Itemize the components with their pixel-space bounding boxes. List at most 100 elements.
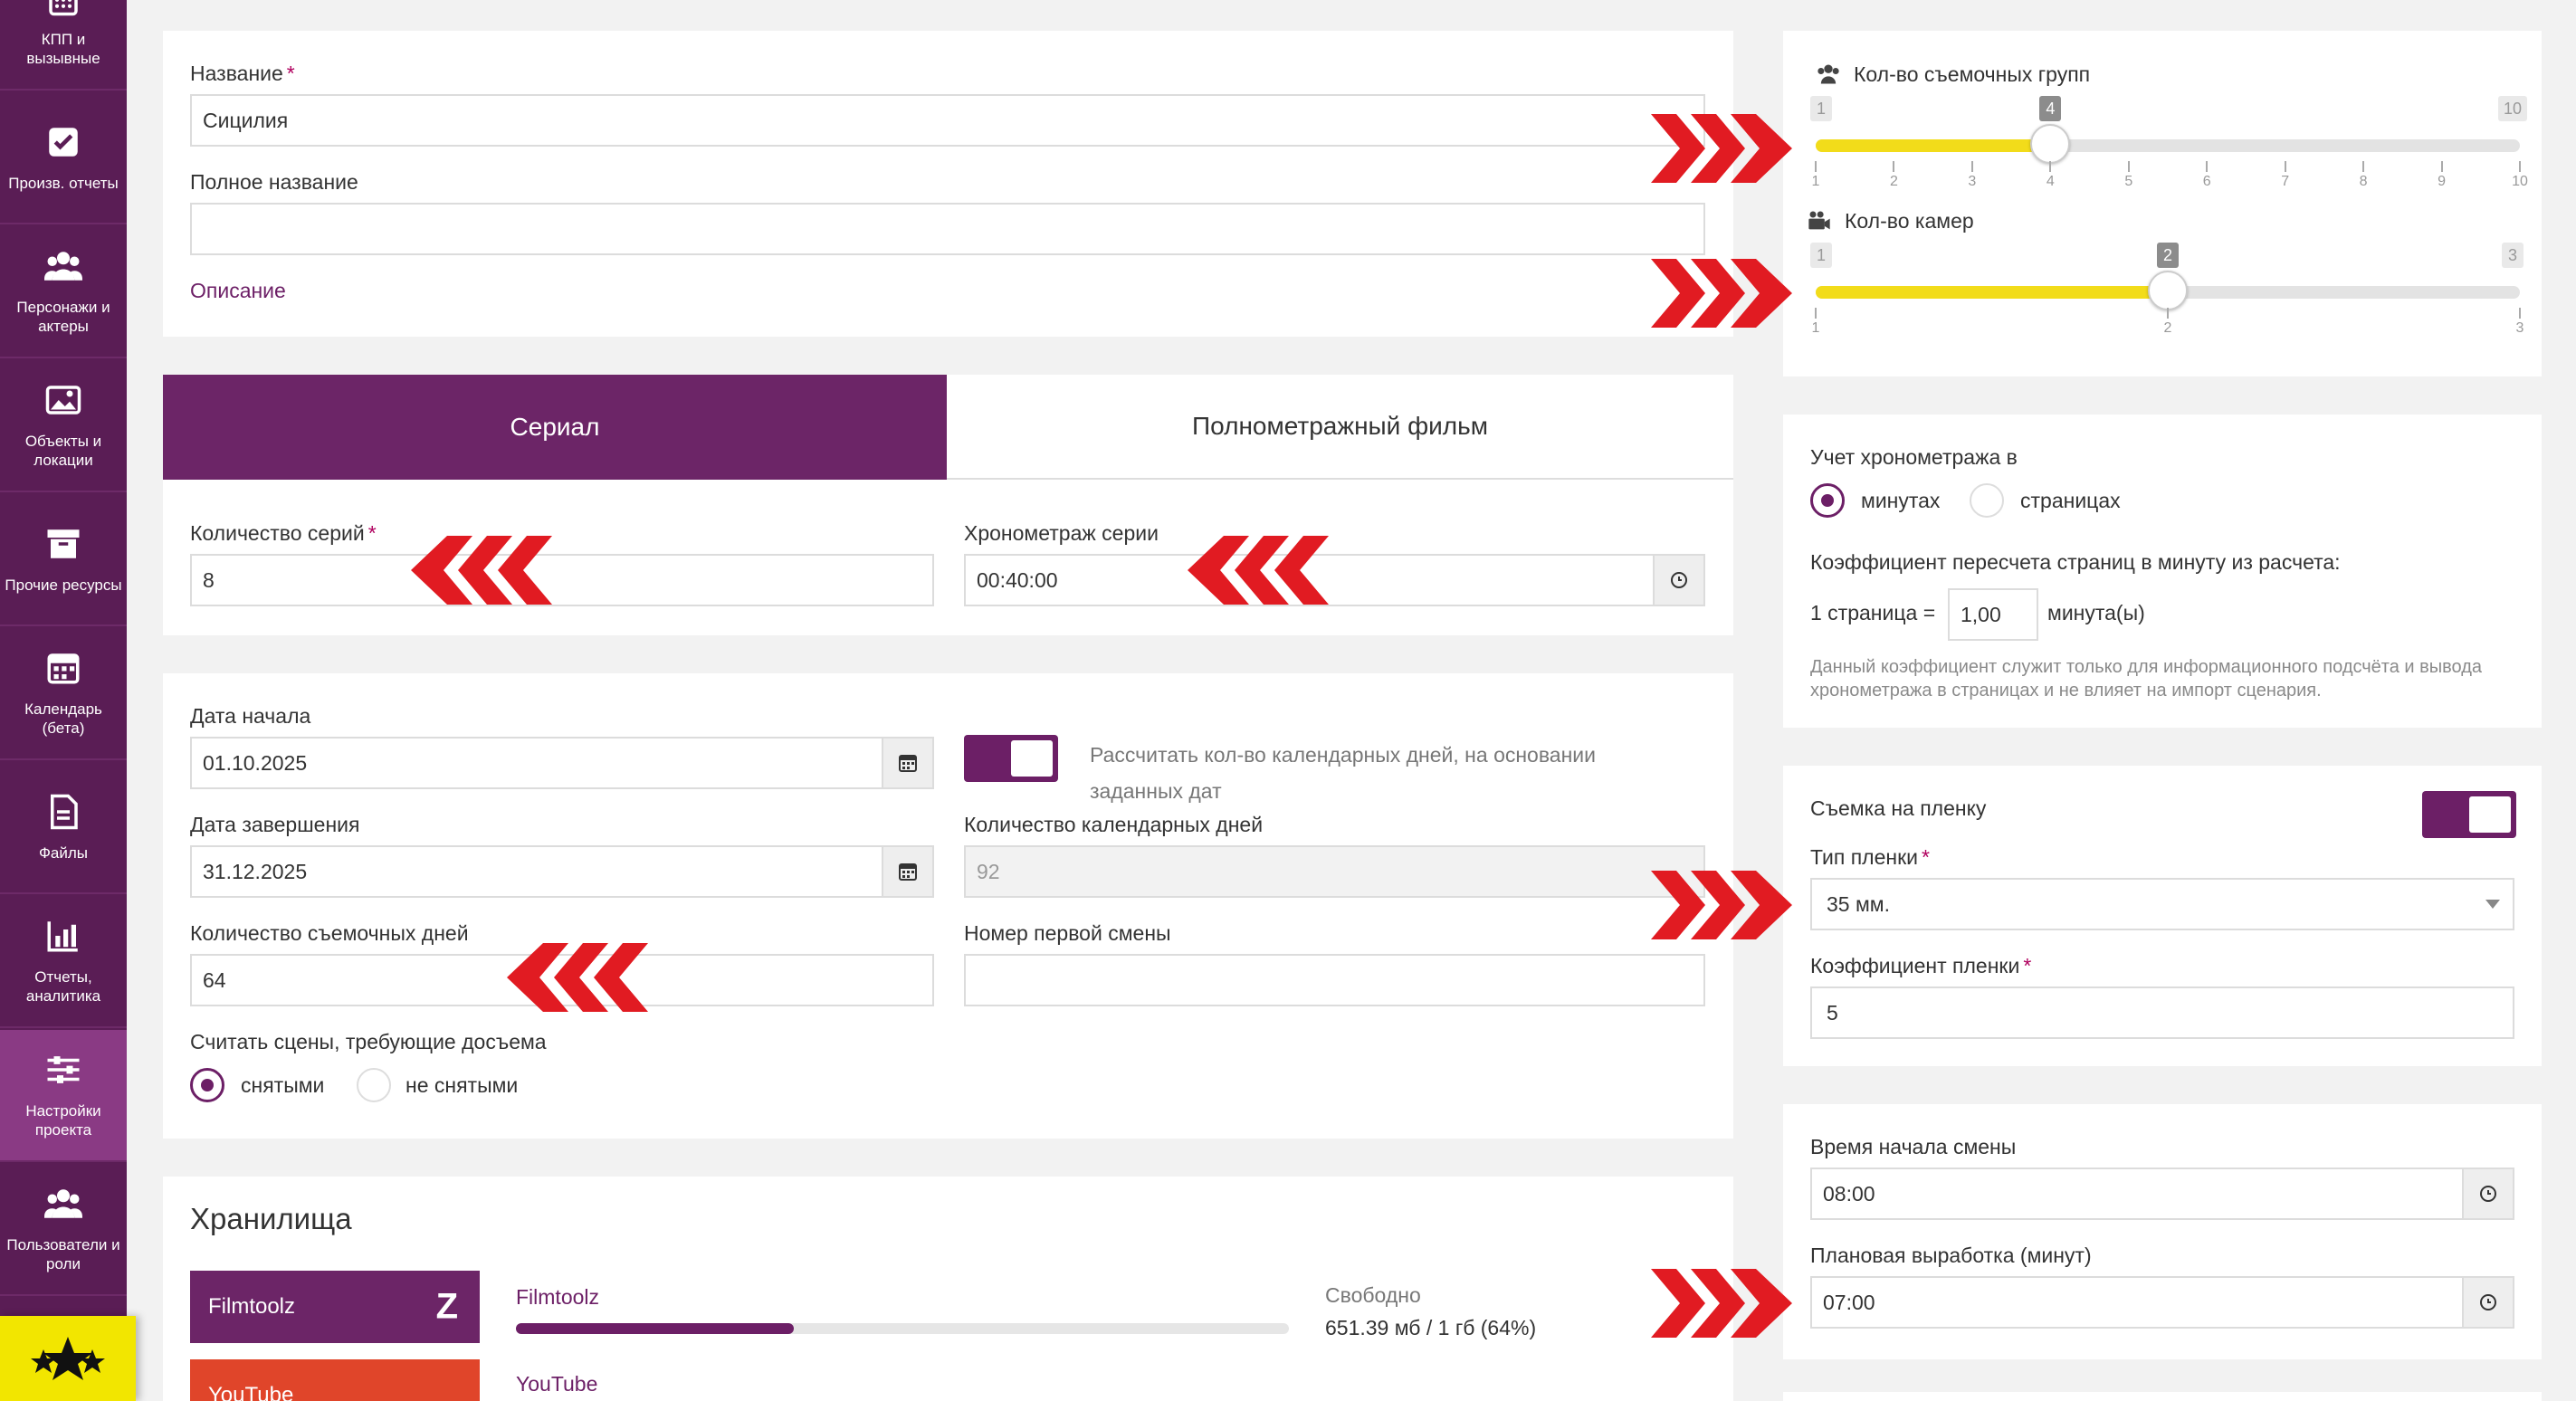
timing-minutes-radio[interactable]	[1810, 483, 1845, 518]
sidebar-item-project-settings[interactable]: Настройки проекта	[0, 1030, 127, 1162]
sidebar-item-calendar[interactable]: Календарь (бета)	[0, 628, 127, 760]
tab-serial[interactable]: Сериал	[163, 375, 947, 480]
calc-days-toggle[interactable]	[964, 735, 1058, 782]
calendar-addon[interactable]	[882, 847, 932, 896]
sidebar-item-resources[interactable]: Прочие ресурсы	[0, 494, 127, 626]
calendar-icon	[899, 863, 917, 881]
sidebar-item-reports[interactable]: Произв. отчеты	[0, 92, 127, 224]
sidebar-item-label: Отчеты, аналитика	[25, 968, 101, 1005]
start-date-input[interactable]: 01.10.2025	[190, 737, 934, 789]
slider-fill	[1816, 139, 2051, 152]
filmtoolz-usage-bar	[516, 1323, 1289, 1334]
slider-tick-label: 1	[1811, 174, 1820, 189]
slider-track[interactable]	[1816, 271, 2520, 310]
image-icon	[45, 386, 81, 415]
slider-value-badge: 2	[2157, 243, 2179, 268]
app-logo[interactable]	[0, 1316, 136, 1401]
cameras-slider[interactable]: 1 3 2 1 2 3	[1810, 243, 2524, 342]
tab-feature-film[interactable]: Полнометражный фильм	[947, 375, 1733, 480]
slider-tick-label: 1	[1811, 320, 1820, 336]
slider-tick	[2127, 161, 2130, 172]
film-toggle[interactable]	[2422, 791, 2516, 838]
timing-panel: Учет хронометража в минутах страницах Ко…	[1783, 415, 2542, 728]
file-icon	[51, 794, 78, 829]
toggle-knob	[1011, 740, 1053, 777]
crews-cameras-panel: Кол-во съемочных групп 1 10 4 1 2 3 4 5 6 7 8 9 10 К…	[1783, 31, 2542, 376]
stars-logo-icon	[31, 1337, 105, 1380]
full-name-input[interactable]	[190, 203, 1705, 255]
slider-track[interactable]	[1816, 124, 2520, 164]
page-coef-input[interactable]: 1,00	[1948, 588, 2038, 641]
first-shift-label: Номер первой смены	[964, 921, 1171, 945]
video-camera-icon	[1808, 211, 1830, 230]
crews-slider[interactable]: 1 10 4 1 2 3 4 5 6 7 8 9 10	[1810, 96, 2528, 195]
sidebar-item-label: Настройки проекта	[25, 1102, 101, 1139]
bar-chart-icon	[47, 921, 78, 952]
slider-tick	[2362, 161, 2365, 172]
slider-max-badge: 10	[2497, 96, 2528, 121]
reshoot-not-shot-label: не снятыми	[405, 1073, 519, 1097]
filmtoolz-button[interactable]: Filmtoolz Z	[190, 1271, 480, 1343]
free-space-value: 651.39 мб / 1 гб (64%)	[1325, 1316, 1537, 1339]
slider-tick	[2440, 161, 2443, 172]
checkbox-icon	[49, 127, 78, 157]
toggle-knob	[2469, 796, 2511, 833]
timing-title: Учет хронометража в	[1810, 445, 2018, 469]
dates-panel: Дата начала 01.10.2025 Дата завершения 3…	[163, 673, 1733, 1139]
sidebar-item-users[interactable]: Пользователи и роли	[0, 1164, 127, 1296]
sidebar-item-characters[interactable]: Персонажи и актеры	[0, 226, 127, 358]
sidebar-item-kpp[interactable]: КПП и вызывные	[0, 0, 127, 91]
users-icon	[44, 252, 82, 281]
slider-tick-label: 9	[2438, 174, 2446, 189]
filmtoolz-logo-icon: Z	[435, 1286, 458, 1327]
description-link[interactable]: Описание	[190, 279, 286, 302]
slider-handle[interactable]	[2030, 124, 2071, 164]
slider-tick	[2167, 308, 2169, 319]
annotation-arrow-left-icon	[1188, 536, 1329, 605]
filmtoolz-link[interactable]: Filmtoolz	[516, 1285, 600, 1309]
sidebar-item-analytics[interactable]: Отчеты, аналитика	[0, 896, 127, 1028]
slider-tick-label: 3	[2515, 320, 2524, 336]
clock-addon[interactable]	[1653, 556, 1703, 605]
plan-output-value: 07:00	[1823, 1291, 1875, 1314]
episode-duration-input[interactable]: 00:40:00	[964, 554, 1705, 606]
plan-output-input[interactable]: 07:00	[1810, 1276, 2514, 1329]
slider-handle[interactable]	[2148, 271, 2188, 310]
slider-tick	[2206, 161, 2209, 172]
film-type-label: Тип пленки *	[1810, 845, 1930, 869]
start-date-value: 01.10.2025	[203, 751, 308, 775]
coef-note: Данный коэффициент служит только для инф…	[1810, 657, 2483, 700]
slider-tick	[2519, 161, 2521, 172]
reshoot-not-shot-radio[interactable]	[357, 1068, 391, 1102]
film-coef-input[interactable]: 5	[1810, 986, 2514, 1039]
clock-addon[interactable]	[2462, 1278, 2513, 1327]
clock-addon[interactable]	[2462, 1169, 2513, 1218]
youtube-button[interactable]: YouTube	[190, 1359, 480, 1401]
slider-tick	[2049, 161, 2052, 172]
calendar-addon[interactable]	[882, 739, 932, 787]
name-input[interactable]: Сицилия	[190, 94, 1705, 147]
slider-tick	[2519, 308, 2521, 319]
end-date-label: Дата завершения	[190, 813, 360, 836]
project-type-panel: Сериал Полнометражный фильм Количество с…	[163, 375, 1733, 635]
film-type-select[interactable]: 35 мм.	[1810, 878, 2514, 930]
youtube-link[interactable]: YouTube	[516, 1372, 598, 1396]
annotation-arrow-left-icon	[411, 536, 552, 605]
end-date-input[interactable]: 31.12.2025	[190, 845, 934, 898]
reshoot-shot-radio[interactable]	[190, 1068, 224, 1102]
storage-title: Хранилища	[190, 1202, 352, 1235]
sidebar-item-label: Произв. отчеты	[8, 174, 119, 192]
sidebar-item-files[interactable]: Файлы	[0, 762, 127, 894]
first-shift-input[interactable]	[964, 954, 1705, 1006]
sidebar-item-label: Пользователи и роли	[6, 1236, 120, 1272]
slider-tick-label: 4	[2046, 174, 2055, 189]
sidebar-item-label: Объекты и локации	[24, 433, 102, 469]
calendar-days-input: 92	[964, 845, 1705, 898]
annotation-arrow-left-icon	[507, 943, 648, 1012]
calendar-icon	[47, 653, 80, 684]
sidebar-item-locations[interactable]: Объекты и локации	[0, 360, 127, 492]
episodes-input[interactable]: 8	[190, 554, 934, 606]
timing-pages-radio[interactable]	[1970, 483, 2004, 518]
shift-start-input[interactable]: 08:00	[1810, 1168, 2514, 1220]
youtube-button-label: YouTube	[208, 1383, 294, 1401]
